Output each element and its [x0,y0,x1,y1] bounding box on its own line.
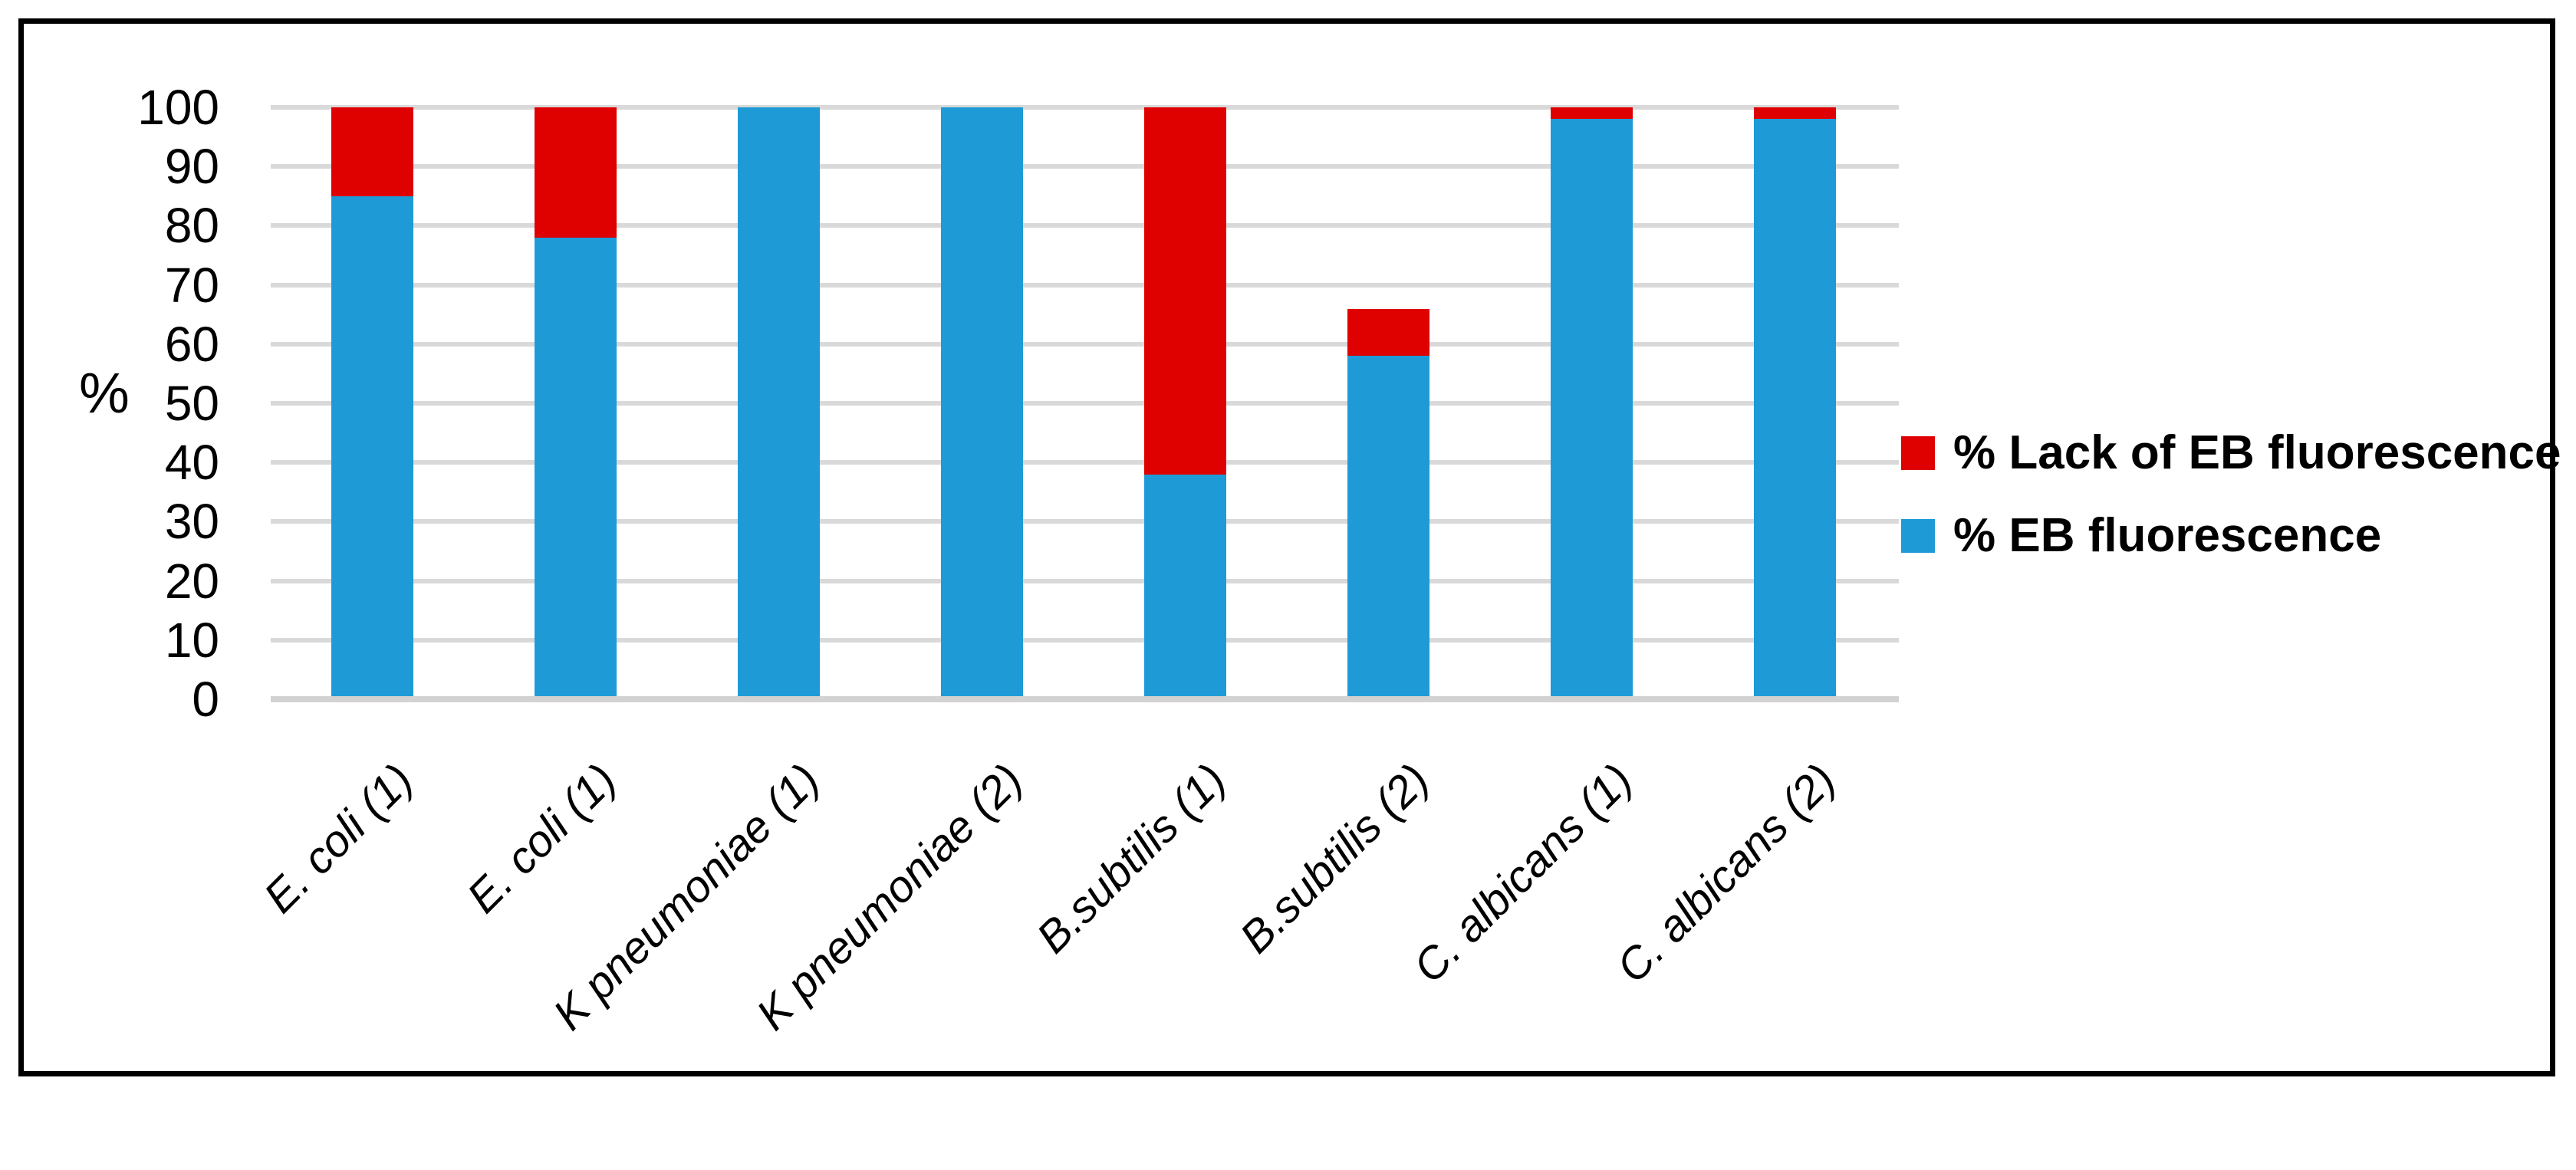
legend-label-eb-fluorescence: % EB fluorescence [1953,508,2382,562]
bar-eb-fluorescence-3 [940,107,1023,699]
bar-eb-fluorescence-2 [737,107,820,699]
bar-eb-fluorescence-4 [1143,474,1226,699]
x-axis-category-labels: E. coli (1) E. coli (1) K pneumoniae (1) K … [255,754,1899,1107]
legend-item-lack-of-eb-fluorescence: % Lack of EB fluorescence [1901,429,2561,476]
y-tick-label-70: 70 [164,257,219,313]
x-category-label-5: B.subtilis (2) [1230,754,1439,963]
x-axis-line [271,696,1899,702]
plot-area [271,105,1899,702]
gridline-y-10 [271,637,1899,643]
y-tick-label-50: 50 [164,376,219,431]
gridline-y-80 [271,223,1899,228]
y-tick-label-20: 20 [164,553,219,609]
y-tick-label-100: 100 [137,80,219,135]
gridline-y-90 [271,164,1899,169]
gridline-y-100 [271,105,1899,110]
gridline-y-20 [271,578,1899,583]
x-category-label-2: K pneumoniae (1) [543,754,829,1040]
x-category-label-3: K pneumoniae (2) [746,754,1032,1040]
bar-lack-of-eb-fluorescence-6 [1550,107,1633,120]
legend-swatch-blue-icon [1901,518,1935,553]
y-axis-title: % [79,361,130,425]
y-tick-label-60: 60 [164,316,219,372]
gridline-y-50 [271,401,1899,406]
y-tick-label-10: 10 [164,612,219,668]
bar-lack-of-eb-fluorescence-5 [1347,308,1429,357]
x-category-label-7: C. albicans (2) [1607,754,1845,993]
y-axis-tick-labels: 0 10 20 30 40 50 60 70 80 90 100 [24,83,219,724]
bar-lack-of-eb-fluorescence-1 [534,107,617,238]
bar-eb-fluorescence-5 [1347,356,1429,699]
x-category-label-0: E. coli (1) [254,754,423,923]
gridline-y-30 [271,519,1899,524]
x-category-label-6: C. albicans (1) [1403,754,1642,993]
bar-eb-fluorescence-7 [1753,119,1836,699]
page: { "chart_data": { "type": "bar", "stacke… [18,18,2561,1076]
y-tick-label-30: 30 [164,494,219,550]
y-tick-label-0: 0 [192,672,219,727]
x-category-label-1: E. coli (1) [457,754,626,923]
bar-eb-fluorescence-0 [331,196,413,699]
y-tick-label-90: 90 [164,139,219,195]
bar-eb-fluorescence-1 [534,237,617,699]
gridline-y-60 [271,341,1899,347]
legend-label-lack-of-eb-fluorescence: % Lack of EB fluorescence [1953,426,2561,479]
y-tick-label-80: 80 [164,198,219,254]
legend-swatch-red-icon [1901,435,1935,470]
x-category-label-4: B.subtilis (1) [1027,754,1235,963]
bar-lack-of-eb-fluorescence-4 [1143,107,1226,475]
y-tick-label-40: 40 [164,435,219,491]
gridline-y-70 [271,282,1899,288]
gridline-y-40 [271,460,1899,465]
bar-lack-of-eb-fluorescence-7 [1753,107,1836,120]
bar-eb-fluorescence-6 [1550,119,1633,699]
bar-lack-of-eb-fluorescence-0 [331,107,413,196]
legend-item-eb-fluorescence: % EB fluorescence [1901,511,2381,559]
chart-frame: 0 10 20 30 40 50 60 70 80 90 100 % E. coli (1) E. c… [18,18,2561,1076]
